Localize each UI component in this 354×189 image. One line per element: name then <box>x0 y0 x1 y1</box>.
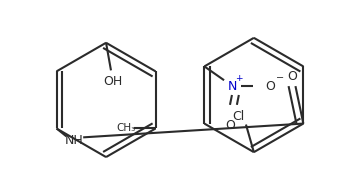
Text: CH₃: CH₃ <box>116 123 136 133</box>
Text: Cl: Cl <box>232 110 244 123</box>
Text: OH: OH <box>103 75 122 88</box>
Text: NH: NH <box>65 134 84 147</box>
Text: N: N <box>227 80 236 93</box>
Text: −: − <box>276 73 284 83</box>
Text: +: + <box>235 74 242 83</box>
Text: O: O <box>266 80 275 93</box>
Text: O: O <box>287 70 297 83</box>
Text: O: O <box>225 119 235 132</box>
